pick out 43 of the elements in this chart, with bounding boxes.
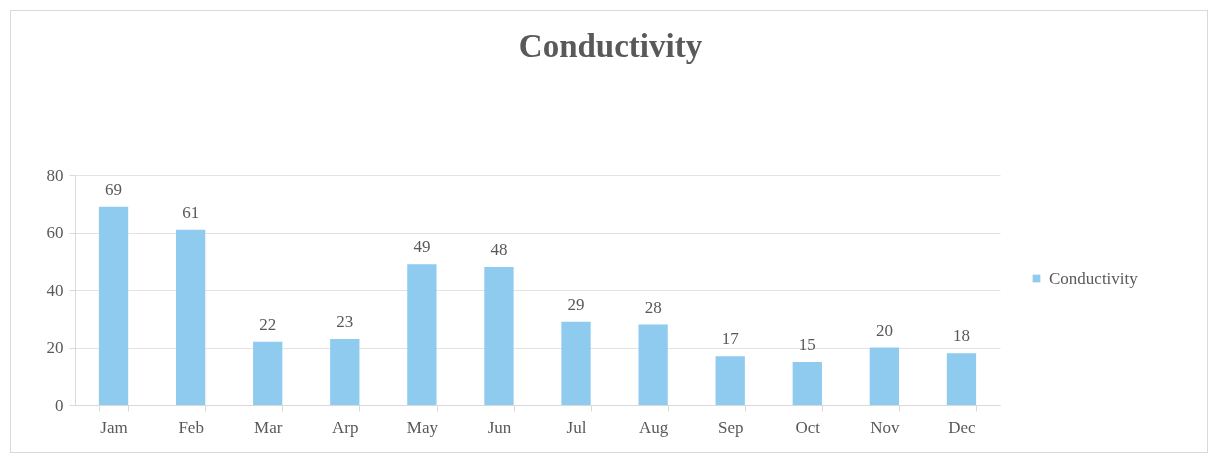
data-label: 49 <box>413 237 431 257</box>
x-tick-label: Aug <box>638 417 669 437</box>
data-label: 23 <box>336 311 354 331</box>
bar <box>175 229 206 405</box>
x-tick-label: Mar <box>254 417 283 437</box>
bar <box>638 324 668 405</box>
x-tick-label: Sep <box>717 417 744 437</box>
bar <box>484 267 514 405</box>
y-tick-label: 60 <box>46 223 64 242</box>
x-tick-label: Dec <box>948 417 977 437</box>
bar <box>869 347 900 405</box>
x-tick-label: Oct <box>795 417 821 437</box>
bar <box>407 264 437 405</box>
bar <box>946 353 977 405</box>
bar <box>792 361 822 405</box>
data-label: 61 <box>182 202 200 222</box>
x-tick-label: Arp <box>332 417 359 437</box>
data-label: 20 <box>875 320 893 340</box>
x-tick-label: Feb <box>178 417 204 437</box>
data-label: 17 <box>721 329 740 349</box>
data-label: 69 <box>105 179 123 199</box>
data-label: 15 <box>798 334 816 354</box>
data-label: 29 <box>567 294 585 314</box>
y-tick-label: 80 <box>46 165 64 185</box>
legend-label: Conductivity <box>1049 268 1139 288</box>
x-tick-label: Nov <box>870 417 901 437</box>
bar <box>561 321 591 405</box>
data-label: 28 <box>644 297 662 317</box>
data-label: 48 <box>490 240 508 259</box>
x-tick-label: Jun <box>487 417 512 437</box>
x-tick-label: May <box>406 417 439 437</box>
y-tick-label: 20 <box>46 338 64 357</box>
y-tick-label: 40 <box>46 280 64 300</box>
bar <box>98 206 129 405</box>
x-tick-label: Jul <box>566 417 587 437</box>
y-tick-label: 0 <box>55 395 64 415</box>
data-label: 18 <box>952 326 970 346</box>
chart-title: Conductivity <box>518 28 703 64</box>
bar <box>715 356 745 405</box>
x-tick-label: Jam <box>100 417 128 437</box>
bar <box>253 341 283 405</box>
data-label: 22 <box>259 314 277 334</box>
bar <box>330 338 360 405</box>
